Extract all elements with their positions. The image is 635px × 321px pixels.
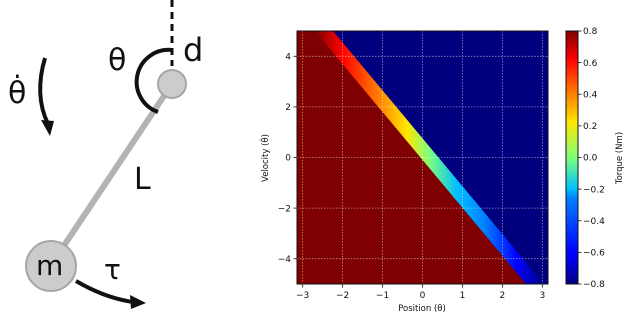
colorbar-tick-label: 0.8 <box>583 27 598 37</box>
colorbar-tick-label: 0.4 <box>583 90 598 100</box>
theta-angle-arc <box>134 47 173 114</box>
torque-arrowhead <box>130 295 146 309</box>
x-axis: −3 −2 −1 0 1 2 3 <box>296 284 545 301</box>
y-tick-label: 2 <box>285 103 291 113</box>
y-tick-label: 4 <box>285 53 291 63</box>
y-tick-label: −4 <box>278 255 292 265</box>
theta-dot-symbol: θ̇ <box>8 74 26 111</box>
theta-symbol: θ <box>108 43 126 78</box>
y-tick-label: 0 <box>285 154 291 164</box>
x-tick-label: −2 <box>336 291 349 301</box>
x-tick-label: −1 <box>376 291 389 301</box>
colorbar-tick-label: −0.6 <box>583 249 605 259</box>
colorbar: 0.8 0.6 0.4 0.2 0.0 −0.2 −0.4 −0.6 −0.8 Torque (… <box>565 27 625 290</box>
x-tick-label: 3 <box>539 291 545 301</box>
colorbar-tick-label: 0.2 <box>583 122 597 132</box>
theta-dot-arrow <box>38 57 50 125</box>
x-tick-label: −3 <box>296 291 309 301</box>
colorbar-tick-label: −0.4 <box>583 217 605 227</box>
x-tick-label: 2 <box>500 291 506 301</box>
x-tick-label: 0 <box>420 291 426 301</box>
pendulum-diagram: θ̇ θ d L m τ <box>8 0 203 309</box>
colorbar-tick-label: 0.0 <box>583 154 598 164</box>
d-symbol: d <box>183 31 203 69</box>
mass-symbol: m <box>36 249 63 282</box>
torque-arrow <box>74 279 134 304</box>
colorbar-tick-label: 0.6 <box>583 59 598 69</box>
pivot-circle <box>157 69 187 99</box>
colorbar-label: Torque (Nm) <box>615 132 625 185</box>
pendulum-rod <box>48 81 175 268</box>
torque-symbol: τ <box>104 253 121 286</box>
x-axis-label: Position (θ) <box>398 304 446 314</box>
length-symbol: L <box>134 162 151 197</box>
colorbar-gradient <box>565 30 579 285</box>
y-axis: −4 −2 0 2 4 <box>278 53 297 265</box>
colorbar-tick-label: −0.8 <box>583 280 605 290</box>
y-tick-label: −2 <box>278 204 291 214</box>
x-tick-label: 1 <box>460 291 466 301</box>
plot-grid <box>297 31 548 284</box>
bob-mass <box>25 240 77 292</box>
theta-dot-arrowhead <box>41 120 54 136</box>
y-axis-label: Velocity (θ̇) <box>259 134 271 182</box>
colorbar-ticks: 0.8 0.6 0.4 0.2 0.0 −0.2 −0.4 −0.6 −0.8 <box>578 27 605 290</box>
torque-heatmap: −3 −2 −1 0 1 2 3 −4 −2 0 2 4 Position (θ) Velocity… <box>259 30 549 314</box>
colorbar-tick-label: −0.2 <box>583 185 605 195</box>
